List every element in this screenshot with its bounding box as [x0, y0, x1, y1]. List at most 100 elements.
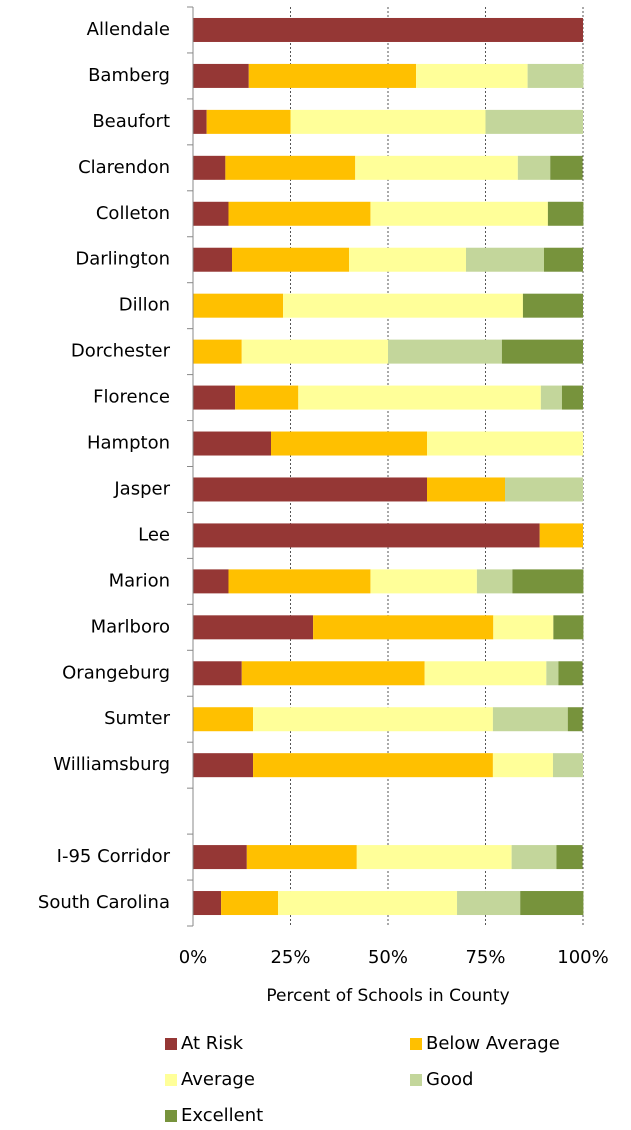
legend-label: Average	[181, 1069, 255, 1090]
bar-segment	[552, 753, 583, 778]
bar-segment	[457, 891, 521, 916]
bar-segment	[206, 109, 291, 134]
bar-segment	[271, 431, 427, 456]
bar-segment	[193, 661, 242, 686]
y-tick-label: Dillon	[119, 295, 170, 316]
y-tick-label: Jasper	[113, 478, 170, 499]
bar-segment	[427, 431, 583, 456]
legend-label: Excellent	[181, 1105, 263, 1126]
bar-segment	[193, 707, 254, 732]
bar-segment	[561, 385, 583, 410]
bar-segment	[550, 155, 583, 180]
bar-segment	[558, 661, 583, 686]
legend-swatch	[165, 1038, 177, 1050]
bar-segment	[193, 247, 232, 272]
bar-segment	[355, 155, 518, 180]
x-axis-label: Percent of Schools in County	[266, 986, 509, 1006]
y-tick-label: Dorchester	[71, 341, 171, 362]
bar-segment	[193, 845, 247, 870]
legend-label: At Risk	[181, 1033, 244, 1054]
bar-segment	[511, 845, 557, 870]
y-tick-label: Colleton	[96, 203, 170, 224]
bar-segment	[228, 569, 371, 594]
legend-swatch	[165, 1074, 177, 1086]
x-tick-label: 75%	[465, 947, 505, 968]
bar-segment	[370, 201, 548, 226]
bar-segment	[193, 109, 207, 134]
legend-label: Below Average	[426, 1033, 560, 1054]
bar-segment	[193, 63, 249, 88]
legend-swatch	[410, 1074, 422, 1086]
bar-segment	[466, 247, 544, 272]
x-tick-label: 100%	[557, 947, 608, 968]
bar-segment	[539, 523, 583, 548]
bar-segment	[546, 661, 559, 686]
bar-segment	[193, 155, 226, 180]
bar-segment	[512, 569, 584, 594]
bar-segment	[522, 293, 583, 318]
bar-segment	[505, 477, 583, 502]
bar-segment	[193, 569, 229, 594]
y-tick-label: Williamsburg	[53, 754, 170, 775]
bar-segment	[253, 753, 493, 778]
bar-segment	[193, 431, 271, 456]
bar-segment	[253, 707, 493, 732]
y-tick-label: Hampton	[87, 433, 170, 454]
y-tick-label: I-95 Corridor	[57, 846, 171, 867]
x-tick-label: 50%	[368, 947, 408, 968]
bar-segment	[193, 339, 242, 364]
bar-segment	[228, 201, 371, 226]
bar-segment	[567, 707, 583, 732]
y-tick-label: Allendale	[87, 19, 170, 40]
x-tick-label: 0%	[179, 947, 208, 968]
y-tick-label: Orangeburg	[62, 662, 170, 683]
bar-segment	[246, 845, 357, 870]
bar-segment	[424, 661, 547, 686]
bar-segment	[241, 661, 425, 686]
bar-segment	[349, 247, 466, 272]
bar-segment	[193, 17, 583, 42]
bar-segment	[290, 109, 486, 134]
y-tick-label: Lee	[138, 524, 170, 545]
y-tick-label: Marion	[109, 570, 170, 591]
y-tick-label: Bamberg	[88, 65, 170, 86]
bar-segment	[492, 707, 568, 732]
bar-segment	[193, 523, 540, 548]
bar-segment	[547, 201, 584, 226]
y-tick-label: Clarendon	[78, 157, 170, 178]
bar-segment	[517, 155, 551, 180]
bar-segment	[493, 615, 554, 640]
y-tick-label: Sumter	[104, 708, 171, 729]
bar-segment	[356, 845, 512, 870]
bar-segment	[544, 247, 583, 272]
bar-segment	[241, 339, 388, 364]
bar-segment	[193, 201, 229, 226]
bar-segment	[232, 247, 349, 272]
bar-segment	[193, 891, 222, 916]
legend-label: Good	[426, 1069, 473, 1090]
bar-segment	[520, 891, 584, 916]
legend-swatch	[165, 1110, 177, 1122]
bar-segment	[235, 385, 299, 410]
bar-segment	[225, 155, 356, 180]
bar-segment	[540, 385, 562, 410]
y-tick-label: Florence	[93, 387, 170, 408]
bar-segment	[248, 63, 417, 88]
bar-segment	[193, 477, 427, 502]
bar-segment	[193, 615, 314, 640]
bar-segment	[283, 293, 523, 318]
bar-segment	[527, 63, 584, 88]
bar-segment	[485, 109, 583, 134]
bar-segment	[492, 753, 553, 778]
bar-segment	[427, 477, 505, 502]
bar-segment	[476, 569, 513, 594]
bar-segment	[388, 339, 502, 364]
legend-swatch	[410, 1038, 422, 1050]
y-tick-label: Beaufort	[92, 111, 170, 132]
y-tick-label: South Carolina	[38, 892, 170, 913]
bar-segment	[501, 339, 583, 364]
y-tick-label: Marlboro	[91, 616, 170, 637]
bar-segment	[193, 385, 236, 410]
x-tick-label: 25%	[270, 947, 310, 968]
